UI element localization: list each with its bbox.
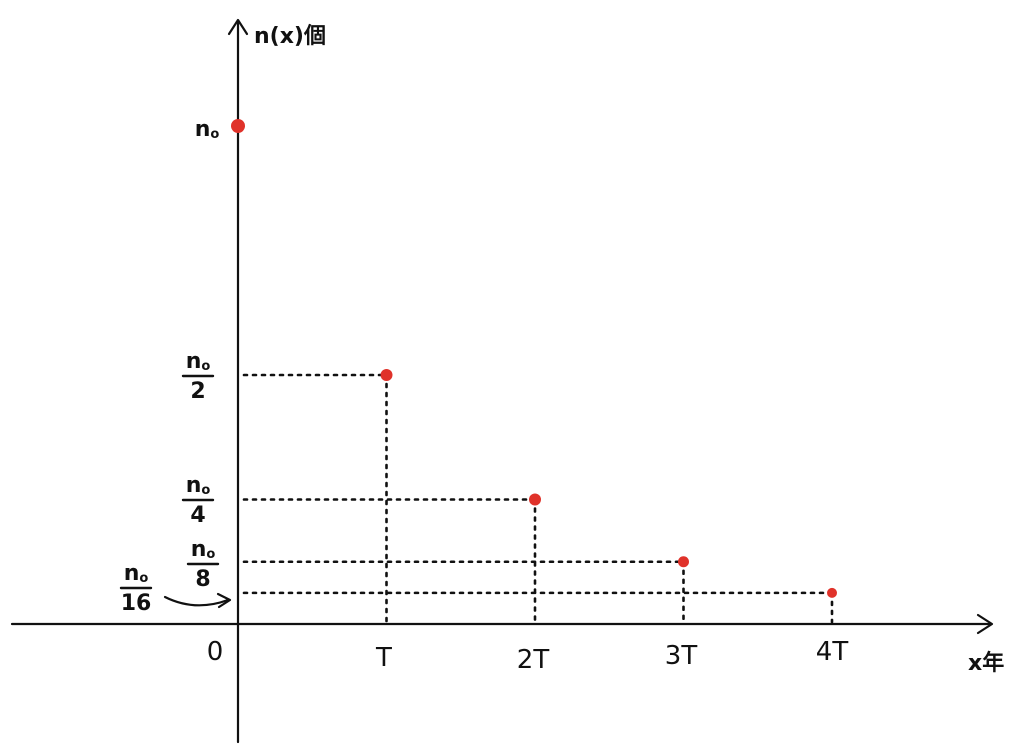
y-label-subscript-4: o — [139, 571, 148, 586]
data-point-1 — [380, 369, 393, 381]
y-label-numerator-2: no — [186, 473, 211, 498]
y-label-numerator-4: no — [124, 561, 149, 586]
y-label-subscript-2: o — [201, 483, 210, 498]
x-tick-label-2: 2T — [517, 645, 550, 675]
y-label-numerator-1: no — [186, 349, 211, 374]
y-label-subscript-0: o — [210, 127, 219, 142]
y-axis-arrow — [227, 18, 249, 36]
x-tick-labels: 0 T 2T 3T 4T — [207, 637, 849, 675]
y-label-denominator-1: 2 — [190, 379, 205, 404]
y-label-denominator-4: 16 — [121, 591, 152, 616]
y-label-numerator-3: no — [191, 537, 216, 562]
data-point-2 — [529, 493, 541, 506]
x-tick-label-3: 3T — [665, 641, 698, 671]
y-point-label-3: no 8 — [186, 537, 220, 592]
y-point-labels: no no 2 no 4 no 8 no 16 — [119, 117, 220, 616]
guide-lines — [242, 373, 834, 624]
y-label-subscript-1: o — [201, 359, 210, 374]
x-tick-label-4: 4T — [816, 637, 849, 667]
y-label-denominator-3: 8 — [195, 567, 210, 592]
x-tick-label-0: 0 — [207, 637, 224, 667]
data-point-3 — [678, 556, 689, 568]
y-point-label-4: no 16 — [119, 561, 153, 616]
x-axis-arrow — [976, 613, 994, 635]
data-point-0 — [231, 119, 245, 133]
data-point-4 — [827, 587, 837, 598]
data-points — [231, 119, 837, 598]
x-axis-title: x年 — [968, 650, 1004, 676]
y-label-denominator-2: 4 — [190, 503, 205, 528]
y-point-label-2: no 4 — [181, 473, 215, 528]
callout-arrow — [163, 595, 230, 607]
y-point-label-1: no 2 — [181, 349, 215, 404]
y-label-subscript-3: o — [206, 547, 215, 562]
y-axis-title: n(x)個 — [254, 24, 326, 49]
y-label-numerator-0: no — [195, 117, 220, 142]
y-point-label-0: no — [195, 117, 220, 142]
x-tick-label-1: T — [375, 643, 392, 673]
callout-arrow-head — [216, 592, 232, 609]
